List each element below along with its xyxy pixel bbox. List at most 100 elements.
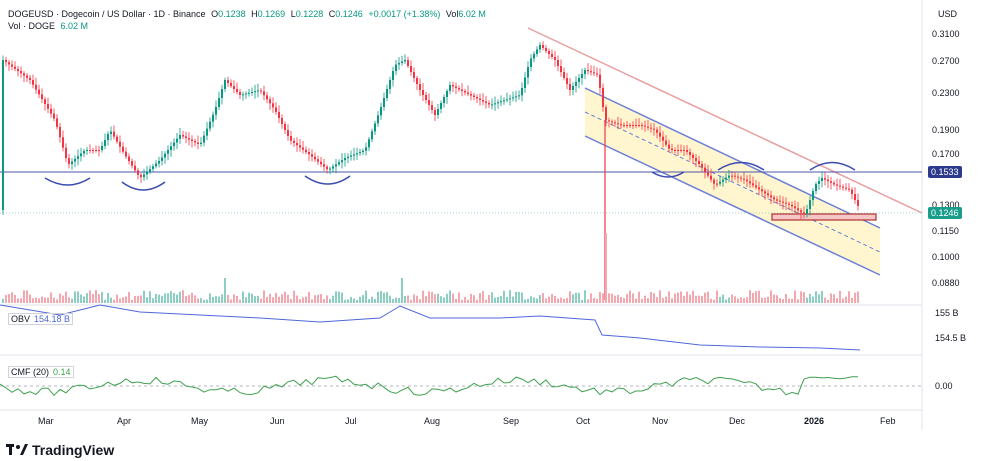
candle-body — [854, 194, 856, 200]
candle-body — [110, 131, 112, 134]
candle-body — [50, 108, 52, 114]
candle-body — [80, 153, 82, 157]
candle-body — [44, 99, 46, 104]
volume-bar — [137, 295, 139, 303]
candle-body — [5, 60, 7, 63]
volume-bar — [461, 299, 463, 303]
vol-line-value: 6.02 M — [60, 21, 89, 31]
volume-bar — [230, 299, 232, 303]
candle-body — [272, 103, 274, 108]
volume-bar — [797, 299, 799, 303]
volume-bar — [680, 291, 682, 303]
candle-body — [563, 72, 565, 78]
volume-bar — [95, 290, 97, 303]
candle-body — [26, 75, 28, 78]
candle-body — [830, 181, 832, 183]
candle-body — [419, 84, 421, 90]
volume-bar — [89, 290, 91, 303]
candle-body — [707, 171, 709, 176]
volume-bar — [140, 295, 142, 303]
candle-body — [107, 134, 109, 140]
candle-body — [332, 166, 334, 169]
candle-body — [749, 181, 751, 184]
candle-body — [368, 139, 370, 148]
cmf-legend[interactable]: CMF (20) 0.14 — [8, 366, 74, 378]
candle-body — [335, 164, 337, 167]
candle-body — [593, 72, 595, 74]
symbol-legend[interactable]: DOGEUSD · Dogecoin / US Dollar · 1D · Bi… — [8, 9, 489, 19]
candle-body — [356, 153, 358, 155]
price-tick: 0.1900 — [932, 125, 960, 135]
volume-bar — [629, 290, 631, 303]
volume-bar — [773, 294, 775, 303]
candle-body — [293, 140, 295, 143]
volume-bar — [248, 292, 250, 303]
candle-body — [716, 183, 718, 185]
volume-bar — [221, 294, 223, 303]
volume-bar — [827, 299, 829, 303]
volume-bar — [530, 296, 532, 303]
volume-bar — [179, 291, 181, 303]
candle-body — [197, 142, 199, 144]
volume-bar — [497, 297, 499, 303]
volume-bar — [98, 294, 100, 303]
candle-body — [182, 135, 184, 137]
candle-body — [446, 91, 448, 97]
volume-bar — [269, 293, 271, 303]
tradingview-logo[interactable]: TradingView — [6, 442, 114, 458]
tradingview-icon — [6, 444, 28, 455]
candle-body — [482, 100, 484, 102]
volume-bar — [386, 292, 388, 303]
candle-body — [767, 193, 769, 196]
top-arc-1 — [717, 161, 765, 171]
volume-bar — [788, 298, 790, 303]
candle-body — [566, 78, 568, 84]
volume-bar — [641, 298, 643, 303]
candle-body — [317, 159, 319, 162]
volume-bar — [302, 297, 304, 303]
candle-body — [572, 86, 574, 90]
volume-bar — [206, 299, 208, 303]
candle-body — [827, 179, 829, 182]
volume-bar — [47, 297, 49, 303]
volume-bar — [737, 298, 739, 303]
volume-bar — [500, 296, 502, 303]
volume-bar — [821, 291, 823, 303]
volume-bars — [2, 233, 859, 303]
volume-bar — [701, 295, 703, 303]
candle-body — [239, 92, 241, 95]
candle-body — [218, 98, 220, 107]
candle-body — [548, 51, 550, 54]
candle-body — [485, 101, 487, 103]
candle-body — [215, 107, 217, 115]
volume-bar — [5, 294, 7, 303]
candle-body — [308, 152, 310, 155]
candle-body — [236, 89, 238, 92]
candle-body — [185, 136, 187, 138]
candle-body — [404, 60, 406, 62]
close-value: 0.1246 — [335, 9, 363, 19]
obv-legend[interactable]: OBV 154.18 B — [8, 313, 74, 325]
volume-bar — [740, 297, 742, 303]
volume-bar — [398, 297, 400, 303]
volume-bar — [167, 293, 169, 303]
candle-body — [365, 147, 367, 151]
volume-bar — [242, 291, 244, 303]
volume-bar — [428, 291, 430, 303]
volume-legend[interactable]: Vol · DOGE 6.02 M — [8, 21, 91, 31]
volume-bar — [752, 292, 754, 303]
volume-bar — [713, 299, 715, 303]
candle-body — [146, 171, 148, 175]
candle-body — [605, 107, 607, 121]
candle-body — [848, 188, 850, 190]
candle-body — [521, 88, 523, 96]
volume-bar — [440, 296, 442, 303]
volume-bar — [80, 294, 82, 303]
volume-bar — [383, 292, 385, 303]
candle-body — [296, 143, 298, 146]
volume-bar — [800, 291, 802, 303]
volume-bar — [209, 293, 211, 303]
candle-body — [623, 125, 625, 126]
volume-bar — [44, 297, 46, 303]
